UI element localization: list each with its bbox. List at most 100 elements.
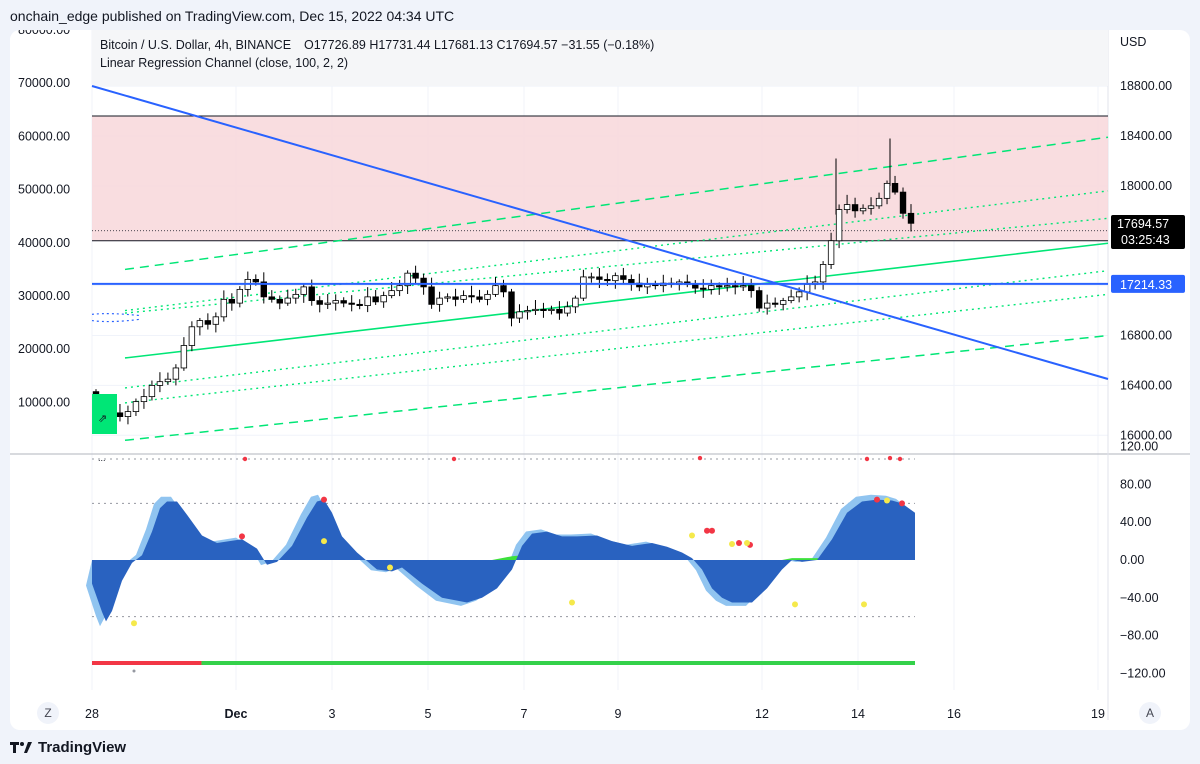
candle xyxy=(556,301,563,320)
osc-top-dot xyxy=(897,456,903,462)
candle-body xyxy=(132,401,140,413)
candle xyxy=(835,204,843,249)
regression-channel xyxy=(91,136,1109,442)
left-axis-tick: 10000.00 xyxy=(18,395,70,409)
level-price-tag xyxy=(1111,274,1185,293)
candle-body xyxy=(444,296,451,299)
candle-body xyxy=(476,296,483,300)
auto-scale-button[interactable]: A xyxy=(1139,702,1161,724)
osc-red-dot xyxy=(736,540,742,547)
trendline-group[interactable] xyxy=(91,85,1109,380)
osc-axis-tick: −80.00 xyxy=(1120,629,1159,643)
candle xyxy=(356,299,363,310)
candle-body xyxy=(164,378,172,383)
candle xyxy=(332,294,339,311)
time-axis[interactable]: 28 Dec 3 5 7 9 12 14 16 19 xyxy=(85,707,1105,721)
candle-body xyxy=(827,240,835,265)
candle-body xyxy=(364,296,371,306)
price-pane[interactable] xyxy=(10,30,1108,454)
candle xyxy=(500,279,507,298)
candle xyxy=(292,288,299,304)
candle-body xyxy=(524,310,531,313)
candle xyxy=(580,269,587,301)
candle xyxy=(460,290,467,303)
footer: TradingView xyxy=(0,730,1200,764)
osc-yellow-dot xyxy=(387,564,393,571)
time-axis-label: 12 xyxy=(755,707,769,721)
descending-trendline xyxy=(91,85,1109,380)
price-tags: 17694.57 03:25:43 17214.33 xyxy=(1111,214,1185,293)
candle-body xyxy=(396,285,403,292)
candle xyxy=(779,297,787,311)
candle-body xyxy=(732,285,739,288)
candle xyxy=(787,289,795,304)
last-price-tag xyxy=(1111,214,1185,249)
chart-legend: Bitcoin / U.S. Dollar, 4h, BINANCE O1772… xyxy=(100,35,1146,70)
candle-body xyxy=(724,285,731,288)
candle-body xyxy=(843,204,851,210)
candle xyxy=(827,232,835,269)
candle xyxy=(708,279,715,295)
candle-body xyxy=(284,297,291,304)
candle xyxy=(372,290,379,305)
candle-body xyxy=(620,275,627,280)
oscillator-axis[interactable]: 120.00 80.00 40.00 0.00 −40.00 −80.00 −120.00 xyxy=(1120,440,1166,681)
scale-mode-button[interactable]: Z xyxy=(37,702,59,724)
tradingview-logo[interactable]: TradingView xyxy=(10,738,126,756)
right-axis[interactable]: 18800.0018400.0018000.0017600.0017200.00… xyxy=(1120,79,1172,442)
candle xyxy=(116,403,124,422)
publisher-line: onchain_edge published on TradingView.co… xyxy=(10,8,455,24)
osc-yellow-dot xyxy=(884,497,890,504)
candle-body xyxy=(220,298,228,318)
osc-red-dot xyxy=(704,527,710,534)
candle-body xyxy=(148,385,156,398)
chart-svg[interactable]: ⇗ ... 80000.00 70000.00 60000.00 50000.00 40… xyxy=(10,30,1190,730)
candle xyxy=(875,192,883,209)
upper-shade xyxy=(92,30,1108,87)
osc-top-dot xyxy=(697,455,703,461)
candle-body xyxy=(692,283,699,289)
candle xyxy=(612,272,619,289)
candle xyxy=(564,301,571,317)
chart-panel[interactable]: ⇗ ... 80000.00 70000.00 60000.00 50000.00 40… xyxy=(10,30,1190,730)
time-axis-label: 3 xyxy=(329,707,336,721)
candle-body xyxy=(628,279,635,284)
left-axis-tick: 30000.00 xyxy=(18,289,70,303)
candle-body xyxy=(763,302,771,309)
candle-body xyxy=(252,279,259,283)
candle-body xyxy=(388,290,395,297)
candle xyxy=(236,286,244,308)
osc-yellow-dot xyxy=(569,599,575,606)
candle xyxy=(156,372,164,393)
candle xyxy=(140,388,148,409)
candles-group[interactable]: ⇗ xyxy=(92,138,915,434)
candle-body xyxy=(412,272,419,279)
candle-body xyxy=(540,308,547,311)
osc-yellow-dot xyxy=(321,538,327,545)
candle xyxy=(532,299,539,315)
legend-indicator[interactable]: Linear Regression Channel (close, 100, 2… xyxy=(100,56,348,70)
osc-main-area xyxy=(92,499,915,622)
legend-symbol[interactable]: Bitcoin / U.S. Dollar, 4h, BINANCE xyxy=(100,38,291,52)
status-bar-red-tick xyxy=(195,661,200,665)
candle xyxy=(476,289,483,303)
candle-body xyxy=(795,291,803,298)
countdown-text: 03:25:43 xyxy=(1121,233,1170,247)
candle-body xyxy=(340,300,347,304)
candle-body xyxy=(700,287,707,290)
candle-body xyxy=(140,396,148,403)
candle xyxy=(548,305,555,315)
oscillator-pane[interactable]: ... xyxy=(86,453,916,673)
projection-dotted-1 xyxy=(91,313,141,317)
osc-yellow-dot xyxy=(131,620,137,627)
candle-body xyxy=(604,279,611,282)
candle xyxy=(851,197,859,218)
osc-small-dot xyxy=(132,669,136,673)
resistance-zone xyxy=(92,116,1108,241)
footer-brand: TradingView xyxy=(38,738,127,756)
time-axis-label: 14 xyxy=(851,707,865,721)
time-axis-label: Dec xyxy=(225,707,248,721)
time-axis-label: 7 xyxy=(521,707,528,721)
candle xyxy=(180,337,188,371)
candle-body xyxy=(268,296,275,300)
